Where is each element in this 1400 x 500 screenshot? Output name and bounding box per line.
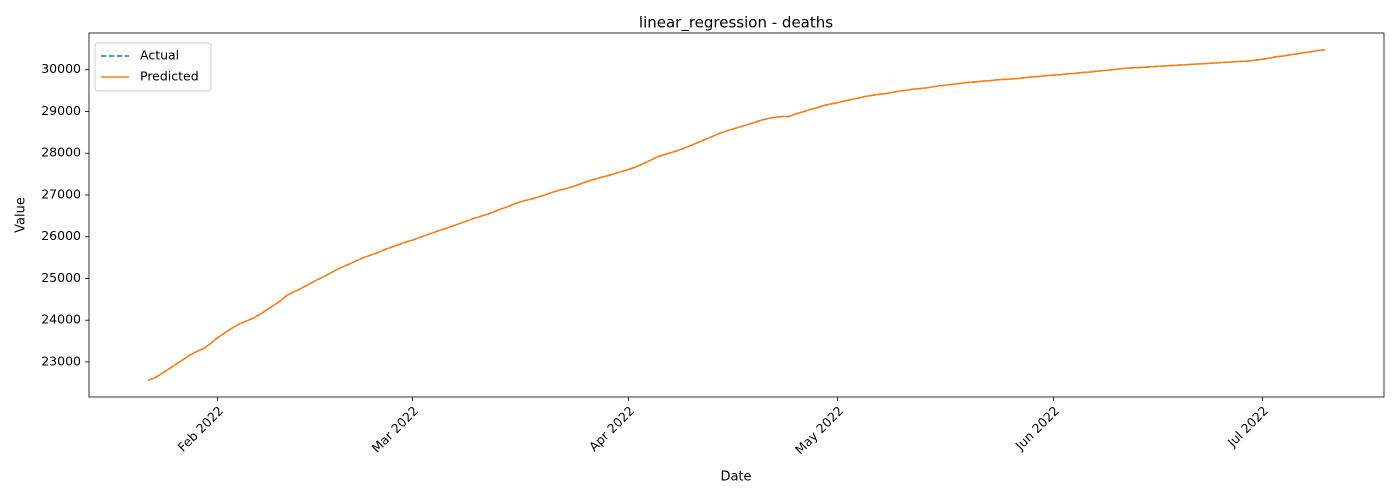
- series-line: [147, 48, 1326, 382]
- axes-frame: [88, 32, 1385, 398]
- y-tick-label: 27000: [41, 186, 81, 201]
- y-tick-label: 25000: [41, 270, 81, 285]
- legend-box: [94, 42, 212, 92]
- y-tick-label: 24000: [41, 312, 81, 327]
- legend-label: Predicted: [140, 69, 199, 84]
- y-axis-label: Value: [14, 197, 29, 233]
- y-tick-label: 23000: [41, 353, 81, 368]
- chart-title: linear_regression - deaths: [639, 14, 833, 33]
- x-axis-label: Date: [720, 470, 751, 485]
- y-tick-label: 26000: [41, 228, 81, 243]
- legend-label: Actual: [140, 48, 179, 63]
- y-tick-label: 29000: [41, 103, 81, 118]
- y-tick-label: 28000: [41, 145, 81, 160]
- y-tick-label: 30000: [41, 61, 81, 76]
- legend: Actual Predicted: [94, 42, 212, 92]
